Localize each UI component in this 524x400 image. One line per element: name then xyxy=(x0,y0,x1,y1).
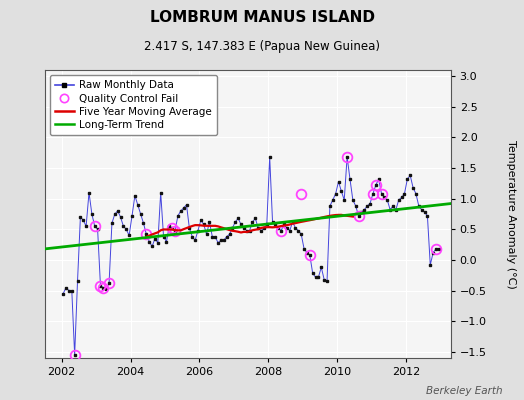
Legend: Raw Monthly Data, Quality Control Fail, Five Year Moving Average, Long-Term Tren: Raw Monthly Data, Quality Control Fail, … xyxy=(50,75,217,135)
Text: Berkeley Earth: Berkeley Earth xyxy=(427,386,503,396)
Text: 2.417 S, 147.383 E (Papua New Guinea): 2.417 S, 147.383 E (Papua New Guinea) xyxy=(144,40,380,53)
Y-axis label: Temperature Anomaly (°C): Temperature Anomaly (°C) xyxy=(506,140,516,288)
Text: LOMBRUM MANUS ISLAND: LOMBRUM MANUS ISLAND xyxy=(149,10,375,25)
